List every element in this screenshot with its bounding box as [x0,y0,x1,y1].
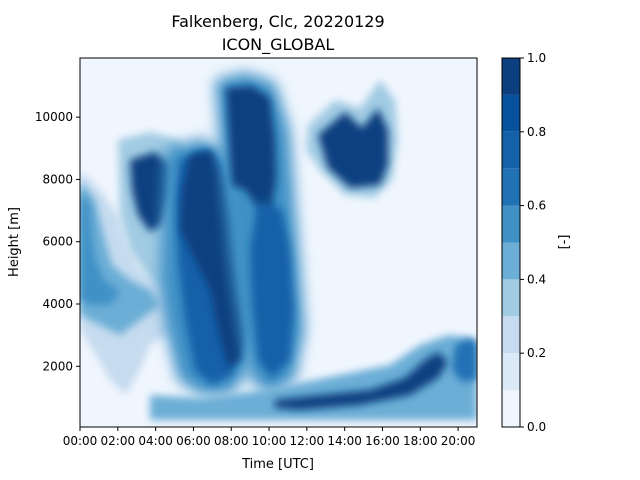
y-tick-label: 6000 [42,235,73,249]
colorbar-segment-2 [502,316,520,354]
x-tick-label: 10:00 [252,434,287,448]
y-axis-label: Height [m] [7,207,22,277]
colorbar-segment-7 [502,131,520,169]
x-tick-label: 18:00 [403,434,438,448]
y-axis: 2000 4000 6000 8000 10000 [35,110,80,373]
cloud-col-b-dense [180,150,246,368]
colorbar-tick-label: 1.0 [527,51,546,65]
cloud-high-core [318,108,388,188]
cloud-left-core [80,190,120,305]
x-tick-label: 04:00 [138,434,173,448]
x-tick-label: 16:00 [365,434,400,448]
cloud-right-edge [452,338,477,382]
chart-title: Falkenberg, Clc, 20220129 [171,12,384,31]
colorbar-segment-0 [502,390,520,427]
colorbar-segment-9 [502,58,520,95]
x-tick-label: 02:00 [101,434,136,448]
plot-frame [79,57,478,428]
cloud-col-c-core [226,86,276,215]
x-tick-label: 08:00 [214,434,249,448]
y-tick-label: 2000 [42,359,73,373]
colorbar-tick-label: 0.2 [527,346,546,360]
colorbar-segment-4 [502,242,520,280]
colorbar-tick-label: 0.4 [527,272,546,286]
colorbar-tick-label: 0.6 [527,199,546,213]
colorbar-tick-label: 0.0 [527,420,546,434]
cloud-col-c-lower [250,200,294,378]
x-tick-label: 12:00 [290,434,325,448]
colorbar-label: [-] [557,235,572,250]
colorbar-segment-3 [502,279,520,317]
colorbar-tick-label: 0.8 [527,125,546,139]
x-axis: 00:00 02:00 04:00 06:00 08:00 10:00 12:00 14:00… [63,427,476,448]
colorbar-segment-1 [502,353,520,391]
x-tick-label: 20:00 [441,434,476,448]
y-tick-label: 10000 [35,110,73,124]
colorbar-segment-5 [502,205,520,243]
colorbar-segment-6 [502,168,520,206]
x-tick-label: 06:00 [176,434,211,448]
x-tick-label: 00:00 [63,434,98,448]
colorbar-frame [501,57,521,428]
cloud-fields [80,72,477,420]
chart-subtitle: ICON_GLOBAL [222,35,335,55]
x-tick-label: 14:00 [327,434,362,448]
colorbar: 0.0 0.2 0.4 0.6 0.8 1.0 [501,51,546,434]
cloud-low-outer [150,335,477,420]
y-tick-label: 8000 [42,172,73,186]
x-axis-label: Time [UTC] [241,457,314,472]
plot-area [79,57,478,428]
cloud-low-core [275,352,448,410]
y-tick-label: 4000 [42,297,73,311]
colorbar-segment-8 [502,94,520,132]
cloud-col-a-core [130,152,172,232]
